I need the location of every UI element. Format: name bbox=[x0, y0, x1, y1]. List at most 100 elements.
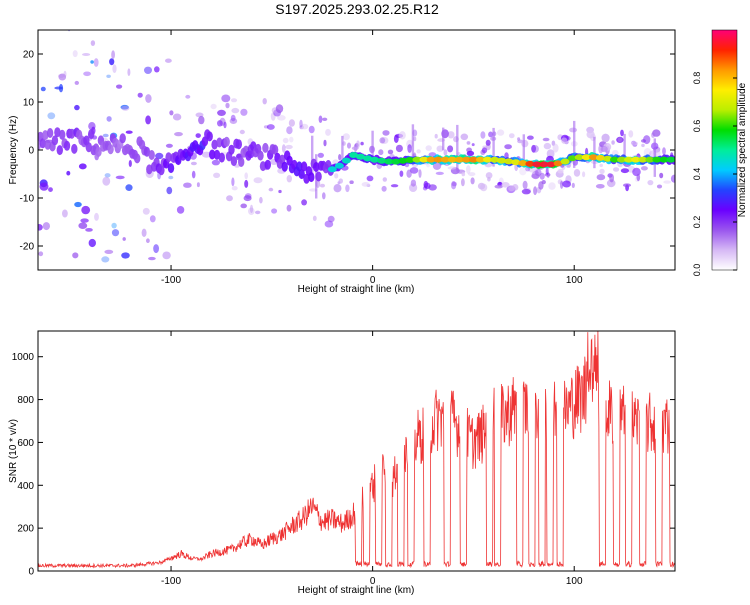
noise-cell bbox=[560, 180, 564, 189]
noise-cell bbox=[144, 66, 152, 75]
noise-cell bbox=[191, 170, 196, 179]
noise-cell bbox=[278, 189, 282, 194]
noise-cell bbox=[255, 210, 261, 215]
noise-cell bbox=[201, 151, 211, 158]
ridge-cell bbox=[228, 144, 235, 155]
noise-cell bbox=[461, 178, 465, 187]
ridge-cell bbox=[257, 150, 264, 161]
ridge-cell bbox=[223, 136, 230, 147]
noise-cell bbox=[121, 252, 130, 259]
noise-cell bbox=[662, 147, 666, 156]
noise-cell bbox=[286, 126, 293, 135]
noise-cell bbox=[266, 124, 275, 130]
noise-cell bbox=[286, 175, 292, 183]
ridge-cell bbox=[146, 164, 153, 175]
noise-cell bbox=[285, 144, 293, 150]
noise-cell bbox=[380, 137, 389, 144]
noise-cell bbox=[198, 115, 205, 125]
colorbar-axes: 0.0 0.2 0.4 0.6 0.8 bbox=[692, 72, 737, 276]
noise-cell bbox=[595, 184, 605, 189]
noise-cell bbox=[545, 167, 549, 175]
noise-cell bbox=[447, 131, 455, 139]
noise-cell bbox=[623, 183, 631, 187]
noise-cell bbox=[141, 228, 147, 237]
noise-cell bbox=[360, 141, 364, 146]
ridge-cell bbox=[68, 128, 76, 139]
ridge-peak bbox=[412, 156, 422, 163]
noise-cell bbox=[468, 172, 476, 177]
ridge-cell bbox=[300, 161, 308, 172]
ridge-peak bbox=[588, 154, 598, 161]
noise-cell bbox=[539, 172, 545, 180]
noise-cell bbox=[333, 184, 342, 193]
ridge-peak bbox=[546, 161, 556, 168]
noise-cell bbox=[643, 135, 651, 145]
ridge-cell bbox=[42, 130, 49, 141]
noise-cell bbox=[636, 173, 641, 182]
noise-cell bbox=[407, 144, 412, 153]
noise-cell bbox=[172, 113, 182, 121]
noise-cell bbox=[281, 144, 286, 153]
colorbar: 0.0 0.2 0.4 0.6 0.8 Normalized spectral ampl… bbox=[692, 29, 748, 276]
noise-cell bbox=[104, 249, 114, 254]
noise-cell bbox=[54, 86, 63, 90]
noise-cell bbox=[169, 110, 174, 116]
colorbar-tick-label: 0.4 bbox=[692, 168, 702, 181]
noise-cell bbox=[223, 121, 227, 129]
noise-cell bbox=[531, 171, 540, 180]
noise-cell bbox=[210, 103, 217, 110]
ridge-peak bbox=[447, 156, 457, 163]
noise-cell bbox=[301, 199, 307, 206]
spectrogram-xlabel: Height of straight line (km) bbox=[298, 284, 415, 295]
ridge-cell bbox=[59, 129, 66, 140]
ridge-cell bbox=[264, 159, 271, 170]
noise-cell bbox=[85, 228, 93, 232]
ridge-peak bbox=[659, 156, 669, 163]
noise-cell bbox=[125, 184, 133, 192]
noise-cell bbox=[586, 130, 595, 139]
ridge-cell bbox=[296, 161, 303, 172]
noise-cell bbox=[596, 174, 606, 181]
noise-cell bbox=[94, 212, 99, 221]
ridge-peak bbox=[468, 156, 478, 163]
noise-cell bbox=[165, 143, 173, 148]
noise-cell bbox=[128, 160, 132, 167]
noise-cell bbox=[517, 137, 521, 141]
streak-cell bbox=[411, 124, 415, 158]
noise-cell bbox=[244, 172, 248, 180]
noise-cell bbox=[195, 133, 201, 139]
ridge-peak bbox=[327, 166, 337, 173]
noise-cell bbox=[542, 137, 550, 142]
noise-cell bbox=[501, 182, 510, 188]
noise-cell bbox=[111, 229, 120, 237]
noise-cell bbox=[153, 244, 160, 254]
ridge-peak bbox=[603, 155, 612, 162]
noise-cell bbox=[620, 168, 630, 174]
noise-cell bbox=[466, 165, 471, 174]
ridge-cell bbox=[206, 131, 213, 142]
y-tick-label: 10 bbox=[23, 98, 35, 109]
noise-cell bbox=[325, 128, 331, 136]
noise-cell bbox=[80, 218, 89, 223]
noise-cell bbox=[435, 171, 444, 175]
x-tick-label: 100 bbox=[566, 275, 583, 286]
noise-cell bbox=[488, 131, 494, 138]
noise-cell bbox=[471, 143, 475, 147]
ridge-peak bbox=[490, 156, 500, 163]
noise-cell bbox=[72, 252, 79, 259]
noise-cell bbox=[494, 184, 503, 189]
ridge-peak bbox=[645, 156, 655, 163]
ridge-peak bbox=[398, 157, 408, 164]
noise-cell bbox=[217, 120, 223, 127]
snr-ylabel: SNR (10 * v/v) bbox=[8, 419, 19, 483]
noise-cell bbox=[101, 256, 110, 263]
noise-cell bbox=[282, 137, 289, 144]
ridge-peak bbox=[631, 156, 641, 163]
noise-cell bbox=[109, 58, 115, 66]
noise-cell bbox=[213, 172, 221, 178]
noise-cell bbox=[409, 167, 419, 174]
y-tick-label: 400 bbox=[17, 481, 34, 492]
